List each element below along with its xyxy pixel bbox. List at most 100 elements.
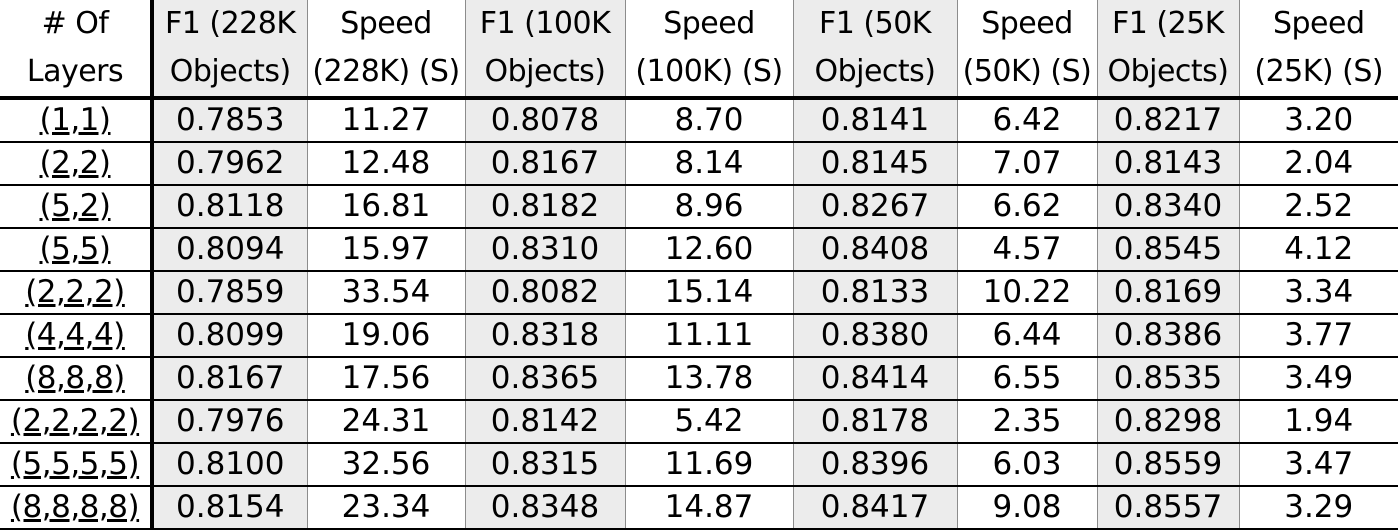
header-row: # Of Layers F1 (228K Objects) Speed (228K) (S…: [0, 0, 1398, 100]
value-cell: 0.8167: [465, 142, 626, 186]
value-cell: 8.70: [625, 96, 794, 143]
value-cell: 0.8145: [793, 142, 958, 186]
value-cell: 0.8178: [793, 400, 958, 444]
layers-cell: (5,2): [0, 185, 154, 229]
value-cell: 4.12: [1239, 228, 1398, 272]
table-row: (8,8,8,8) 0.8154 23.34 0.8348 14.87 0.8417 9.0…: [0, 486, 1398, 530]
value-cell: 23.34: [307, 486, 466, 530]
value-cell: 6.42: [957, 96, 1098, 143]
column-header-2: Speed (228K) (S): [307, 0, 466, 100]
value-cell: 32.56: [307, 443, 466, 487]
value-cell: 0.8143: [1097, 142, 1240, 186]
value-cell: 3.47: [1239, 443, 1398, 487]
table-row: (2,2) 0.7962 12.48 0.8167 8.14 0.8145 7.07 0.81…: [0, 142, 1398, 186]
value-cell: 0.8169: [1097, 271, 1240, 315]
value-cell: 12.60: [625, 228, 794, 272]
value-cell: 19.06: [307, 314, 466, 358]
column-header-line: Layers: [26, 54, 124, 89]
column-header-line: (100K) (S): [635, 54, 783, 89]
value-cell: 14.87: [625, 486, 794, 530]
column-header-7: F1 (25K Objects): [1097, 0, 1240, 100]
table-header: # Of Layers F1 (228K Objects) Speed (228K) (S…: [0, 0, 1398, 100]
layers-cell: (2,2,2,2): [0, 400, 154, 444]
column-header-line: Speed: [663, 6, 755, 41]
value-cell: 10.22: [957, 271, 1098, 315]
layers-cell: (2,2): [0, 142, 154, 186]
value-cell: 0.8535: [1097, 357, 1240, 401]
table-row: (4,4,4) 0.8099 19.06 0.8318 11.11 0.8380 6.44 0…: [0, 314, 1398, 358]
column-header-line: F1 (25K: [1112, 6, 1224, 41]
value-cell: 2.35: [957, 400, 1098, 444]
column-header-line: Speed: [1272, 6, 1365, 41]
value-cell: 6.44: [957, 314, 1098, 358]
value-cell: 33.54: [307, 271, 466, 315]
value-cell: 0.8559: [1097, 443, 1240, 487]
column-header-line: Objects): [169, 54, 292, 89]
column-header-4: Speed (100K) (S): [625, 0, 794, 100]
column-header-0: # Of Layers: [0, 0, 154, 100]
value-cell: 11.27: [307, 96, 466, 143]
column-header-line: (25K) (S): [1254, 54, 1384, 89]
value-cell: 9.08: [957, 486, 1098, 530]
column-header-1: F1 (228K Objects): [152, 0, 308, 100]
value-cell: 0.8267: [793, 185, 958, 229]
value-cell: 6.62: [957, 185, 1098, 229]
value-cell: 0.8408: [793, 228, 958, 272]
value-cell: 0.8182: [465, 185, 626, 229]
value-cell: 16.81: [307, 185, 466, 229]
layers-cell: (8,8,8): [0, 357, 154, 401]
value-cell: 0.8082: [465, 271, 626, 315]
value-cell: 4.57: [957, 228, 1098, 272]
value-cell: 0.8133: [793, 271, 958, 315]
value-cell: 3.77: [1239, 314, 1398, 358]
value-cell: 17.56: [307, 357, 466, 401]
column-header-line: F1 (100K: [479, 6, 611, 41]
column-header-line: Objects): [814, 54, 936, 89]
value-cell: 0.8154: [152, 486, 308, 530]
column-header-line: Objects): [484, 54, 606, 89]
column-header-3: F1 (100K Objects): [465, 0, 626, 100]
value-cell: 0.8557: [1097, 486, 1240, 530]
value-cell: 0.8414: [793, 357, 958, 401]
table-body: (1,1) 0.7853 11.27 0.8078 8.70 0.8141 6.42 0.82…: [0, 96, 1398, 530]
value-cell: 0.8142: [465, 400, 626, 444]
value-cell: 13.78: [625, 357, 794, 401]
value-cell: 12.48: [307, 142, 466, 186]
table-row: (5,2) 0.8118 16.81 0.8182 8.96 0.8267 6.62 0.83…: [0, 185, 1398, 229]
value-cell: 3.49: [1239, 357, 1398, 401]
column-header-8: Speed (25K) (S): [1239, 0, 1398, 100]
table-row: (2,2,2,2) 0.7976 24.31 0.8142 5.42 0.8178 2.35…: [0, 400, 1398, 444]
table-row: (2,2,2) 0.7859 33.54 0.8082 15.14 0.8133 10.22…: [0, 271, 1398, 315]
column-header-line: (228K) (S): [312, 54, 460, 89]
column-header-6: Speed (50K) (S): [957, 0, 1098, 100]
table-row: (5,5) 0.8094 15.97 0.8310 12.60 0.8408 4.57 0.8…: [0, 228, 1398, 272]
layers-cell: (2,2,2): [0, 271, 154, 315]
layers-cell: (5,5,5,5): [0, 443, 154, 487]
value-cell: 6.55: [957, 357, 1098, 401]
column-header-line: Speed: [340, 6, 432, 41]
column-header-line: Objects): [1107, 54, 1229, 89]
value-cell: 0.7853: [152, 96, 308, 143]
column-header-line: F1 (50K: [819, 6, 931, 41]
value-cell: 6.03: [957, 443, 1098, 487]
value-cell: 0.8167: [152, 357, 308, 401]
layers-cell: (5,5): [0, 228, 154, 272]
value-cell: 0.8340: [1097, 185, 1240, 229]
value-cell: 0.8094: [152, 228, 308, 272]
layers-cell: (1,1): [0, 96, 154, 143]
value-cell: 8.96: [625, 185, 794, 229]
value-cell: 0.7962: [152, 142, 308, 186]
value-cell: 0.8348: [465, 486, 626, 530]
value-cell: 0.8217: [1097, 96, 1240, 143]
value-cell: 11.11: [625, 314, 794, 358]
value-cell: 24.31: [307, 400, 466, 444]
value-cell: 0.8099: [152, 314, 308, 358]
value-cell: 5.42: [625, 400, 794, 444]
value-cell: 0.8078: [465, 96, 626, 143]
layers-cell: (4,4,4): [0, 314, 154, 358]
value-cell: 1.94: [1239, 400, 1398, 444]
value-cell: 0.8545: [1097, 228, 1240, 272]
column-header-line: F1 (228K: [164, 6, 296, 41]
